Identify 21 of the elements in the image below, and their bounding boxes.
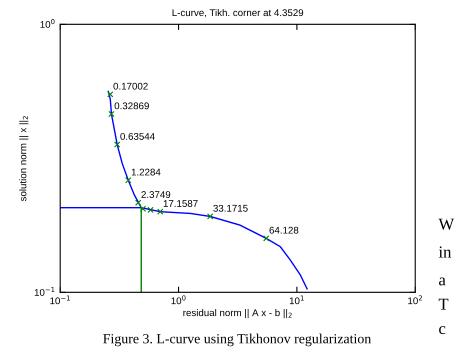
annotation: 2.3749 bbox=[141, 191, 170, 198]
x-tick-label: 10$^{2}$ bbox=[408, 295, 422, 304]
caption: Figure 3. L-curve using Tikhonov regularization bbox=[103, 334, 372, 346]
x-tick-label: 10$^{0}$ bbox=[172, 295, 186, 304]
annotation: 17.1587 bbox=[164, 200, 198, 207]
x-axis-title: residual norm || A x - b ||$_{2}$ bbox=[183, 309, 292, 318]
annotation: 0.17002 bbox=[113, 82, 148, 90]
annotation: 64.128 bbox=[270, 226, 298, 234]
annotation: 1.2284 bbox=[132, 168, 160, 176]
text: a bbox=[439, 277, 446, 286]
text: c bbox=[439, 326, 446, 334]
text: W bbox=[438, 218, 454, 230]
x-tick-label: 10$^{1}$ bbox=[290, 295, 304, 304]
x-tick-label: 10$^{−1}$ bbox=[50, 295, 70, 304]
text: T bbox=[438, 298, 448, 310]
annotation: 0.32869 bbox=[114, 102, 149, 110]
y-axis-title: solution norm || x ||$_{2}$ bbox=[19, 116, 28, 202]
chart-title: L-curve, Tikh. corner at 4.3529 bbox=[172, 8, 304, 18]
annotation: 33.1715 bbox=[213, 204, 248, 212]
annotation: 0.63544 bbox=[120, 132, 155, 140]
text: in bbox=[438, 246, 452, 258]
